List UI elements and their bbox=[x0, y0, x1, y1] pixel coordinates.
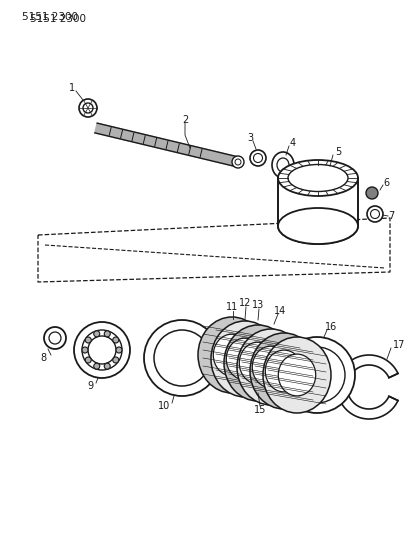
Text: 5151 2300: 5151 2300 bbox=[30, 14, 86, 24]
Ellipse shape bbox=[278, 354, 316, 396]
Ellipse shape bbox=[277, 158, 289, 172]
Bar bbox=[278, 178, 358, 226]
Ellipse shape bbox=[239, 342, 277, 384]
Text: 4: 4 bbox=[290, 138, 296, 148]
Ellipse shape bbox=[250, 333, 318, 409]
Polygon shape bbox=[95, 123, 239, 167]
Circle shape bbox=[74, 322, 130, 378]
Circle shape bbox=[49, 332, 61, 344]
Circle shape bbox=[279, 337, 355, 413]
Circle shape bbox=[85, 337, 91, 343]
Text: 16: 16 bbox=[325, 322, 337, 332]
Text: 12: 12 bbox=[239, 298, 251, 308]
Circle shape bbox=[79, 99, 97, 117]
Circle shape bbox=[366, 187, 378, 199]
Text: 7: 7 bbox=[388, 211, 394, 221]
Circle shape bbox=[232, 156, 244, 168]
Circle shape bbox=[82, 330, 122, 370]
Circle shape bbox=[235, 159, 241, 165]
Circle shape bbox=[154, 330, 210, 386]
Circle shape bbox=[104, 331, 110, 337]
Polygon shape bbox=[337, 355, 398, 419]
Ellipse shape bbox=[226, 338, 264, 380]
Ellipse shape bbox=[237, 329, 305, 405]
Circle shape bbox=[367, 206, 383, 222]
Circle shape bbox=[83, 103, 93, 113]
Circle shape bbox=[88, 336, 116, 364]
Text: 2: 2 bbox=[182, 115, 188, 125]
Text: 15: 15 bbox=[254, 405, 266, 415]
Ellipse shape bbox=[252, 346, 290, 388]
Text: 9: 9 bbox=[87, 381, 93, 391]
Ellipse shape bbox=[198, 317, 266, 393]
Circle shape bbox=[370, 209, 379, 219]
Circle shape bbox=[85, 357, 91, 363]
Text: 14: 14 bbox=[274, 306, 286, 316]
Ellipse shape bbox=[278, 160, 358, 196]
Ellipse shape bbox=[213, 334, 251, 376]
Text: 13: 13 bbox=[252, 300, 264, 310]
Circle shape bbox=[104, 363, 110, 369]
Ellipse shape bbox=[288, 165, 348, 191]
Text: 5: 5 bbox=[335, 147, 341, 157]
Circle shape bbox=[94, 331, 100, 337]
Text: 1: 1 bbox=[69, 83, 75, 93]
Ellipse shape bbox=[265, 350, 303, 392]
Text: 11: 11 bbox=[226, 302, 238, 312]
Ellipse shape bbox=[263, 337, 331, 413]
Ellipse shape bbox=[224, 325, 292, 401]
Ellipse shape bbox=[278, 208, 358, 244]
Circle shape bbox=[253, 154, 262, 163]
Ellipse shape bbox=[272, 152, 294, 178]
Text: 5151 2300: 5151 2300 bbox=[22, 12, 78, 22]
Text: 17: 17 bbox=[393, 340, 405, 350]
Circle shape bbox=[44, 327, 66, 349]
Text: 10: 10 bbox=[158, 401, 170, 411]
Circle shape bbox=[113, 357, 119, 363]
Circle shape bbox=[250, 150, 266, 166]
Circle shape bbox=[94, 363, 100, 369]
Text: 8: 8 bbox=[40, 353, 46, 363]
Circle shape bbox=[82, 347, 88, 353]
Ellipse shape bbox=[211, 321, 279, 397]
Circle shape bbox=[289, 347, 345, 403]
Circle shape bbox=[116, 347, 122, 353]
Circle shape bbox=[113, 337, 119, 343]
Ellipse shape bbox=[278, 208, 358, 244]
Text: 3: 3 bbox=[247, 133, 253, 143]
Text: 6: 6 bbox=[383, 178, 389, 188]
Circle shape bbox=[144, 320, 220, 396]
